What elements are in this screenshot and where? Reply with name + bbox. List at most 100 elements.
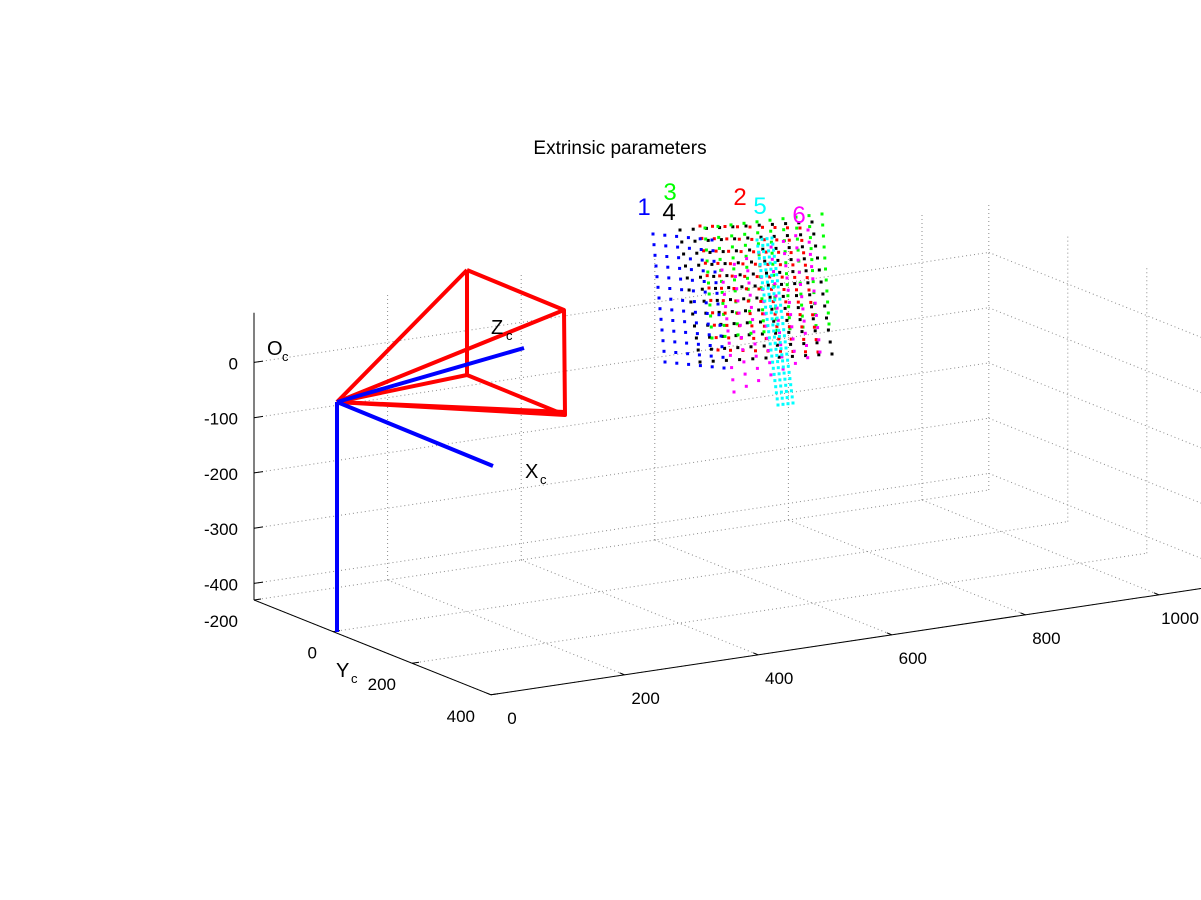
pattern-4-point	[785, 318, 789, 322]
pattern-4-point	[796, 306, 800, 310]
pattern-3-point	[756, 242, 760, 246]
pattern-3-point	[755, 220, 759, 224]
pattern-4-point	[813, 329, 817, 333]
pattern-4-point	[740, 285, 744, 289]
pattern-5-point	[784, 383, 788, 387]
pattern-3-point	[736, 333, 740, 337]
pattern-2-point	[771, 300, 775, 304]
pattern-1-point	[696, 342, 700, 346]
grid-line	[988, 251, 1201, 338]
z-tick-label: 0	[229, 354, 238, 373]
pattern-3-point	[745, 265, 749, 269]
pattern-6-point	[746, 269, 750, 273]
pattern-1-point	[681, 298, 685, 302]
pattern-3-point	[775, 328, 779, 332]
calibration-points	[651, 212, 834, 407]
pattern-5-point	[774, 385, 778, 389]
pattern-5-point	[775, 279, 779, 283]
x-tick-label: 600	[899, 649, 927, 668]
pattern-2-point	[714, 249, 718, 253]
pattern-4-point	[817, 353, 821, 357]
pattern-5-point	[762, 250, 766, 254]
pattern-2-point	[766, 262, 770, 266]
pattern-4-point	[795, 294, 798, 298]
pattern-6-point	[737, 311, 741, 315]
pattern-2-point	[712, 237, 716, 241]
pattern-6-point	[727, 341, 731, 345]
camera-origin-label-subscript: c	[282, 349, 289, 364]
pattern-5-point	[759, 269, 763, 273]
pattern-2-point	[752, 250, 756, 254]
pattern-2-point	[779, 349, 782, 353]
pattern-2-point	[791, 263, 795, 267]
pattern-1-point	[662, 349, 666, 353]
pattern-5-point	[776, 322, 780, 326]
pattern-4-point	[757, 223, 761, 227]
pattern-2-point	[728, 262, 732, 266]
pattern-4-point	[812, 232, 816, 236]
pattern-6-point	[813, 301, 817, 305]
pattern-1-point	[722, 366, 726, 370]
pattern-3-point	[735, 322, 739, 326]
pattern-6-point	[781, 367, 785, 371]
pattern-6-point	[743, 372, 747, 376]
pattern-1-point	[678, 266, 682, 270]
pattern-6-point	[773, 282, 777, 286]
pattern-5-point	[767, 292, 771, 296]
pattern-4-point	[783, 306, 787, 310]
grid-line	[332, 521, 1068, 633]
pattern-2-point	[727, 336, 731, 340]
pattern-4-point	[689, 300, 693, 304]
pattern-5-point	[755, 238, 759, 242]
pattern-4-point	[784, 222, 788, 226]
pattern-4-point	[734, 249, 738, 253]
pattern-4-point	[746, 236, 750, 240]
pattern-1-point	[719, 334, 723, 338]
x-tick	[485, 692, 492, 696]
pattern-4-point	[702, 299, 706, 303]
pattern-4-point	[817, 268, 821, 272]
pattern-5-point	[771, 286, 775, 290]
pattern-3-point	[814, 324, 818, 328]
pattern-2-point	[709, 298, 713, 302]
pattern-6-point	[795, 246, 799, 250]
pattern-5-point	[781, 322, 785, 326]
pattern-4-point	[710, 262, 714, 266]
pattern-4-point	[695, 251, 699, 255]
pattern-3-point	[812, 291, 816, 295]
pattern-4-point	[727, 286, 731, 290]
pattern-1-point	[652, 243, 656, 247]
pattern-5-point	[784, 346, 788, 350]
pattern-label-6: 6	[792, 202, 805, 229]
pattern-1-point	[685, 341, 689, 345]
pattern-2-point	[723, 225, 727, 228]
pattern-6-point	[807, 240, 811, 244]
pattern-5-point	[779, 309, 783, 313]
pattern-5-point	[764, 311, 768, 315]
pattern-6-point	[814, 313, 818, 317]
pattern-2-point	[734, 299, 738, 303]
pattern-1-point	[661, 339, 665, 343]
x-tick	[886, 632, 892, 636]
pattern-5-point	[763, 262, 767, 266]
pattern-3-point	[786, 294, 790, 298]
pattern-4-point	[770, 222, 774, 226]
pattern-2-point	[816, 350, 820, 354]
pattern-6-point	[778, 331, 781, 334]
pattern-1-point	[700, 258, 704, 262]
pattern-1-point	[690, 278, 694, 282]
pattern-1-point	[693, 310, 697, 314]
pattern-5-point	[771, 360, 775, 364]
pattern-6-point	[753, 342, 757, 346]
pattern-5-point	[778, 378, 782, 382]
pattern-2-point	[743, 274, 747, 278]
pattern-6-point	[751, 318, 755, 322]
pattern-3-point	[825, 289, 829, 293]
grid-line	[253, 362, 989, 474]
pattern-4-point	[738, 273, 742, 277]
pattern-4-point	[781, 294, 785, 298]
pattern-1-point	[716, 302, 720, 306]
pattern-4-point	[772, 319, 776, 323]
pattern-4-point	[744, 309, 747, 313]
pattern-2-point	[745, 287, 748, 291]
